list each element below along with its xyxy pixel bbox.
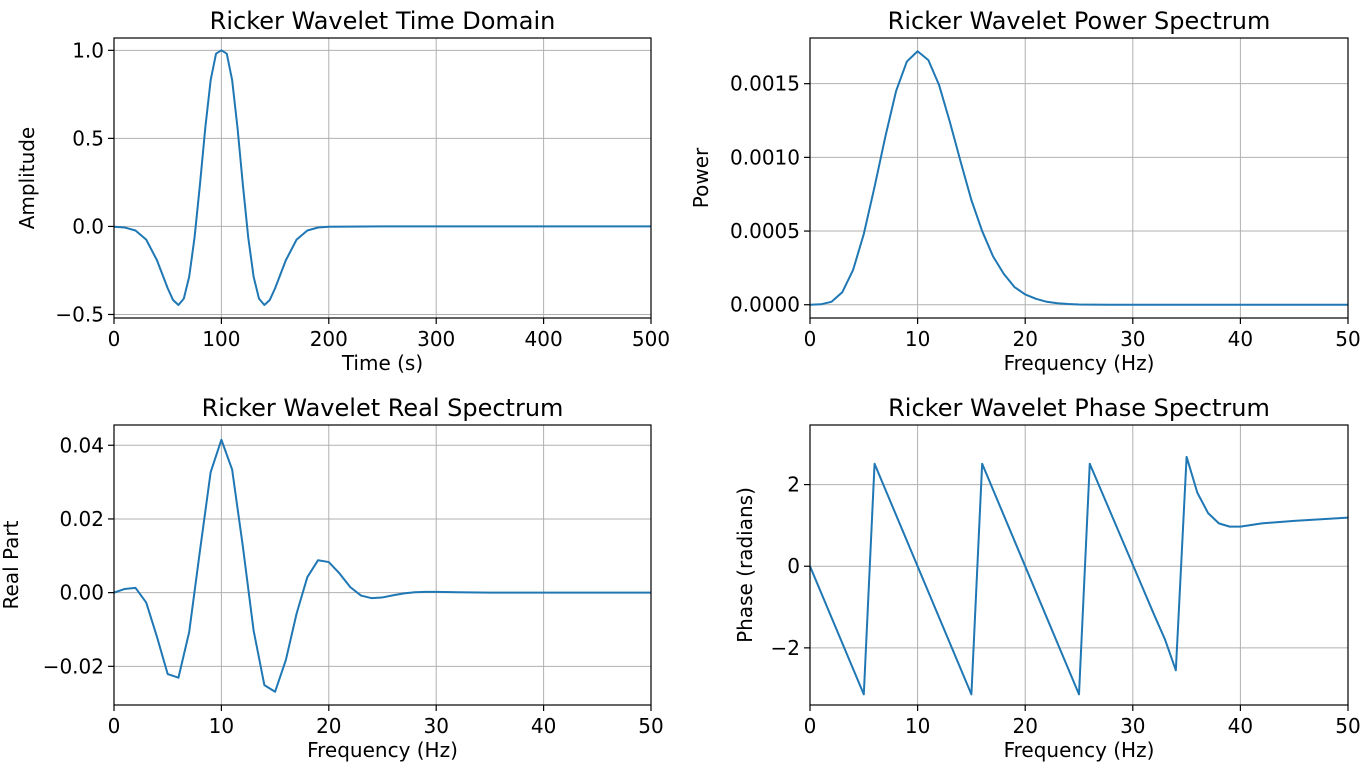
plot-frame (113, 37, 652, 319)
y-tick-label: 0.0005 (730, 219, 800, 243)
x-axis-label: Time (s) (341, 351, 423, 375)
y-tick-label: 0.0000 (730, 293, 800, 317)
chart-title: Ricker Wavelet Real Spectrum (202, 394, 564, 422)
y-tick-label: −2 (771, 636, 800, 660)
x-tick-label: 40 (1228, 714, 1253, 738)
plot-frame (113, 424, 652, 706)
x-tick-label: 10 (209, 714, 234, 738)
x-tick-label: 40 (1228, 327, 1253, 351)
x-tick-label: 50 (638, 714, 663, 738)
x-tick-label: 400 (525, 327, 563, 351)
y-tick-label: 0.04 (59, 433, 104, 457)
x-tick-label: 0 (804, 714, 817, 738)
x-tick-label: 30 (1120, 327, 1145, 351)
y-tick-label: −0.5 (55, 302, 104, 326)
y-tick-label: 0.02 (59, 507, 104, 531)
series-line (809, 50, 1348, 306)
chart-title: Ricker Wavelet Power Spectrum (888, 7, 1271, 35)
y-tick-label: 0 (787, 554, 800, 578)
chart-panel-3: 0 10 20 30 40 50 −0.02 0.00 0.02 0.04 Ricker Wavel… (0, 394, 664, 762)
y-tick-label: 0.0015 (730, 72, 800, 96)
x-tick-label: 0 (108, 714, 121, 738)
x-tick-label: 10 (905, 714, 930, 738)
y-axis-label: Real Part (0, 520, 23, 609)
series-line (113, 49, 651, 306)
x-tick-label: 30 (423, 714, 448, 738)
x-tick-label: 500 (632, 327, 670, 351)
plot-frame (809, 424, 1349, 706)
x-tick-label: 20 (316, 714, 341, 738)
x-axis-label: Frequency (Hz) (1004, 351, 1155, 375)
series-line (113, 438, 651, 693)
x-tick-label: 0 (108, 327, 121, 351)
x-tick-label: 40 (531, 714, 556, 738)
y-tick-label: 0.0 (72, 214, 104, 238)
chart-panel-1: 0 100 200 300 400 500 −0.5 0.0 0.5 1.0 Ricker Wave… (15, 7, 670, 375)
y-axis-label: Power (689, 147, 713, 208)
y-tick-label: 2 (787, 473, 800, 497)
x-tick-label: 300 (417, 327, 455, 351)
x-tick-label: 30 (1120, 714, 1145, 738)
x-tick-label: 10 (905, 327, 930, 351)
plot-frame (809, 37, 1349, 319)
y-tick-label: 0.5 (72, 126, 104, 150)
x-tick-label: 100 (202, 327, 240, 351)
chart-panel-2: 0 10 20 30 40 50 0.0000 0.0005 0.0010 0.0015 Ricke… (689, 7, 1361, 375)
x-tick-label: 20 (1012, 714, 1037, 738)
y-tick-label: 0.0010 (730, 145, 800, 169)
chart-title: Ricker Wavelet Time Domain (210, 7, 556, 35)
x-axis-label: Frequency (Hz) (307, 738, 458, 762)
y-tick-label: 1.0 (72, 38, 104, 62)
chart-panel-4: 0 10 20 30 40 50 −2 0 2 Ricker Wavelet Phase Spec… (733, 394, 1361, 762)
y-tick-label: 0.00 (59, 581, 104, 605)
series-line (809, 455, 1349, 696)
x-tick-label: 20 (1012, 327, 1037, 351)
y-axis-label: Amplitude (15, 127, 39, 230)
chart-title: Ricker Wavelet Phase Spectrum (888, 394, 1270, 422)
x-tick-label: 200 (310, 327, 348, 351)
x-tick-label: 50 (1335, 327, 1360, 351)
y-tick-label: −0.02 (43, 654, 104, 678)
x-axis-label: Frequency (Hz) (1004, 738, 1155, 762)
x-tick-label: 50 (1335, 714, 1360, 738)
y-axis-label: Phase (radians) (733, 487, 757, 643)
x-tick-label: 0 (804, 327, 817, 351)
